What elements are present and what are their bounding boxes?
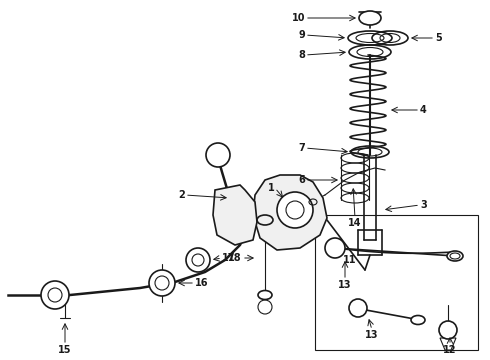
Text: 8: 8 — [298, 50, 305, 60]
Text: 7: 7 — [298, 143, 305, 153]
Text: 1: 1 — [268, 183, 275, 193]
Text: 9: 9 — [298, 30, 305, 40]
Ellipse shape — [447, 251, 463, 261]
Polygon shape — [253, 175, 327, 250]
Text: 18: 18 — [228, 253, 242, 263]
Ellipse shape — [411, 315, 425, 324]
Text: 3: 3 — [420, 200, 427, 210]
Circle shape — [349, 299, 367, 317]
Text: 11: 11 — [343, 255, 357, 265]
Circle shape — [277, 192, 313, 228]
Polygon shape — [440, 338, 456, 350]
Text: 15: 15 — [58, 345, 72, 355]
Text: 17: 17 — [222, 253, 236, 263]
Text: 2: 2 — [178, 190, 185, 200]
Text: 12: 12 — [443, 345, 457, 355]
Text: 13: 13 — [365, 330, 379, 340]
Text: 14: 14 — [348, 218, 362, 228]
Circle shape — [186, 248, 210, 272]
Text: 6: 6 — [298, 175, 305, 185]
Text: 16: 16 — [195, 278, 209, 288]
Polygon shape — [213, 185, 257, 245]
Text: 10: 10 — [292, 13, 305, 23]
Ellipse shape — [359, 11, 381, 25]
Circle shape — [325, 238, 345, 258]
FancyBboxPatch shape — [315, 215, 478, 350]
Text: 13: 13 — [338, 280, 352, 290]
Text: 4: 4 — [420, 105, 427, 115]
Ellipse shape — [450, 253, 460, 259]
Circle shape — [206, 143, 230, 167]
Circle shape — [41, 281, 69, 309]
Circle shape — [439, 321, 457, 339]
Circle shape — [149, 270, 175, 296]
Text: 5: 5 — [435, 33, 442, 43]
